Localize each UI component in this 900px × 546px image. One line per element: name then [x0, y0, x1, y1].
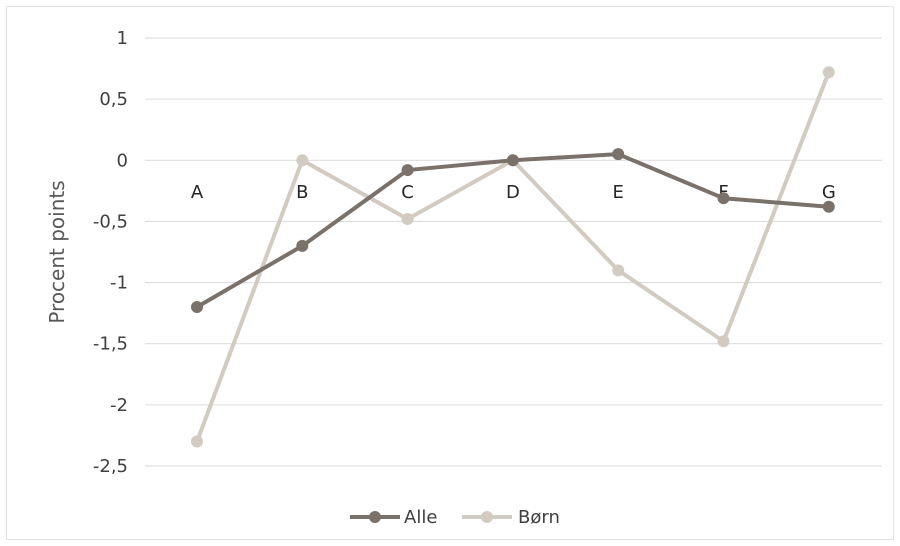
data-point: [191, 435, 203, 448]
legend-item-alle: Alle: [350, 507, 437, 528]
series-born: [191, 66, 835, 448]
data-point: [612, 264, 625, 277]
y-tick-label: 1: [117, 28, 128, 49]
series-alle: [191, 148, 835, 314]
category-label: C: [401, 182, 414, 203]
data-point: [822, 66, 835, 79]
y-tick-label: 0: [117, 150, 128, 171]
data-point: [822, 200, 835, 213]
data-point: [296, 239, 309, 252]
data-point: [296, 154, 309, 167]
category-label: G: [822, 182, 836, 203]
legend-label: Alle: [404, 507, 437, 528]
category-label: E: [613, 182, 624, 203]
y-axis-ticks: 1 0,5 0 -0,5 -1 -1,5 -2 -2,5: [93, 28, 128, 477]
y-tick-label: -1,5: [93, 334, 128, 355]
data-point: [191, 301, 203, 314]
series-lines: [191, 66, 835, 448]
category-label: D: [506, 182, 520, 203]
gridlines: [145, 37, 882, 467]
data-point: [717, 335, 730, 348]
data-point: [401, 164, 414, 177]
chart-frame: [6, 6, 894, 540]
y-axis-label: Procent points: [45, 180, 69, 323]
series-line: [195, 70, 831, 444]
category-label: B: [296, 182, 308, 203]
legend-swatch-marker: [481, 511, 493, 523]
y-tick-label: -1: [110, 273, 128, 294]
legend-swatch-marker: [369, 511, 381, 523]
y-tick-label: -2: [110, 395, 128, 416]
legend-item-born: Børn: [462, 507, 560, 528]
data-point: [401, 212, 414, 225]
category-label: A: [191, 182, 204, 203]
series-line: [195, 152, 831, 310]
y-tick-label: -0,5: [93, 211, 128, 232]
y-tick-label: 0,5: [99, 89, 128, 110]
data-point: [506, 154, 519, 167]
y-tick-label: -2,5: [93, 456, 128, 477]
legend-label: Børn: [518, 507, 560, 528]
data-point: [717, 192, 730, 205]
legend: Alle Børn: [350, 507, 560, 528]
data-point: [612, 148, 625, 161]
